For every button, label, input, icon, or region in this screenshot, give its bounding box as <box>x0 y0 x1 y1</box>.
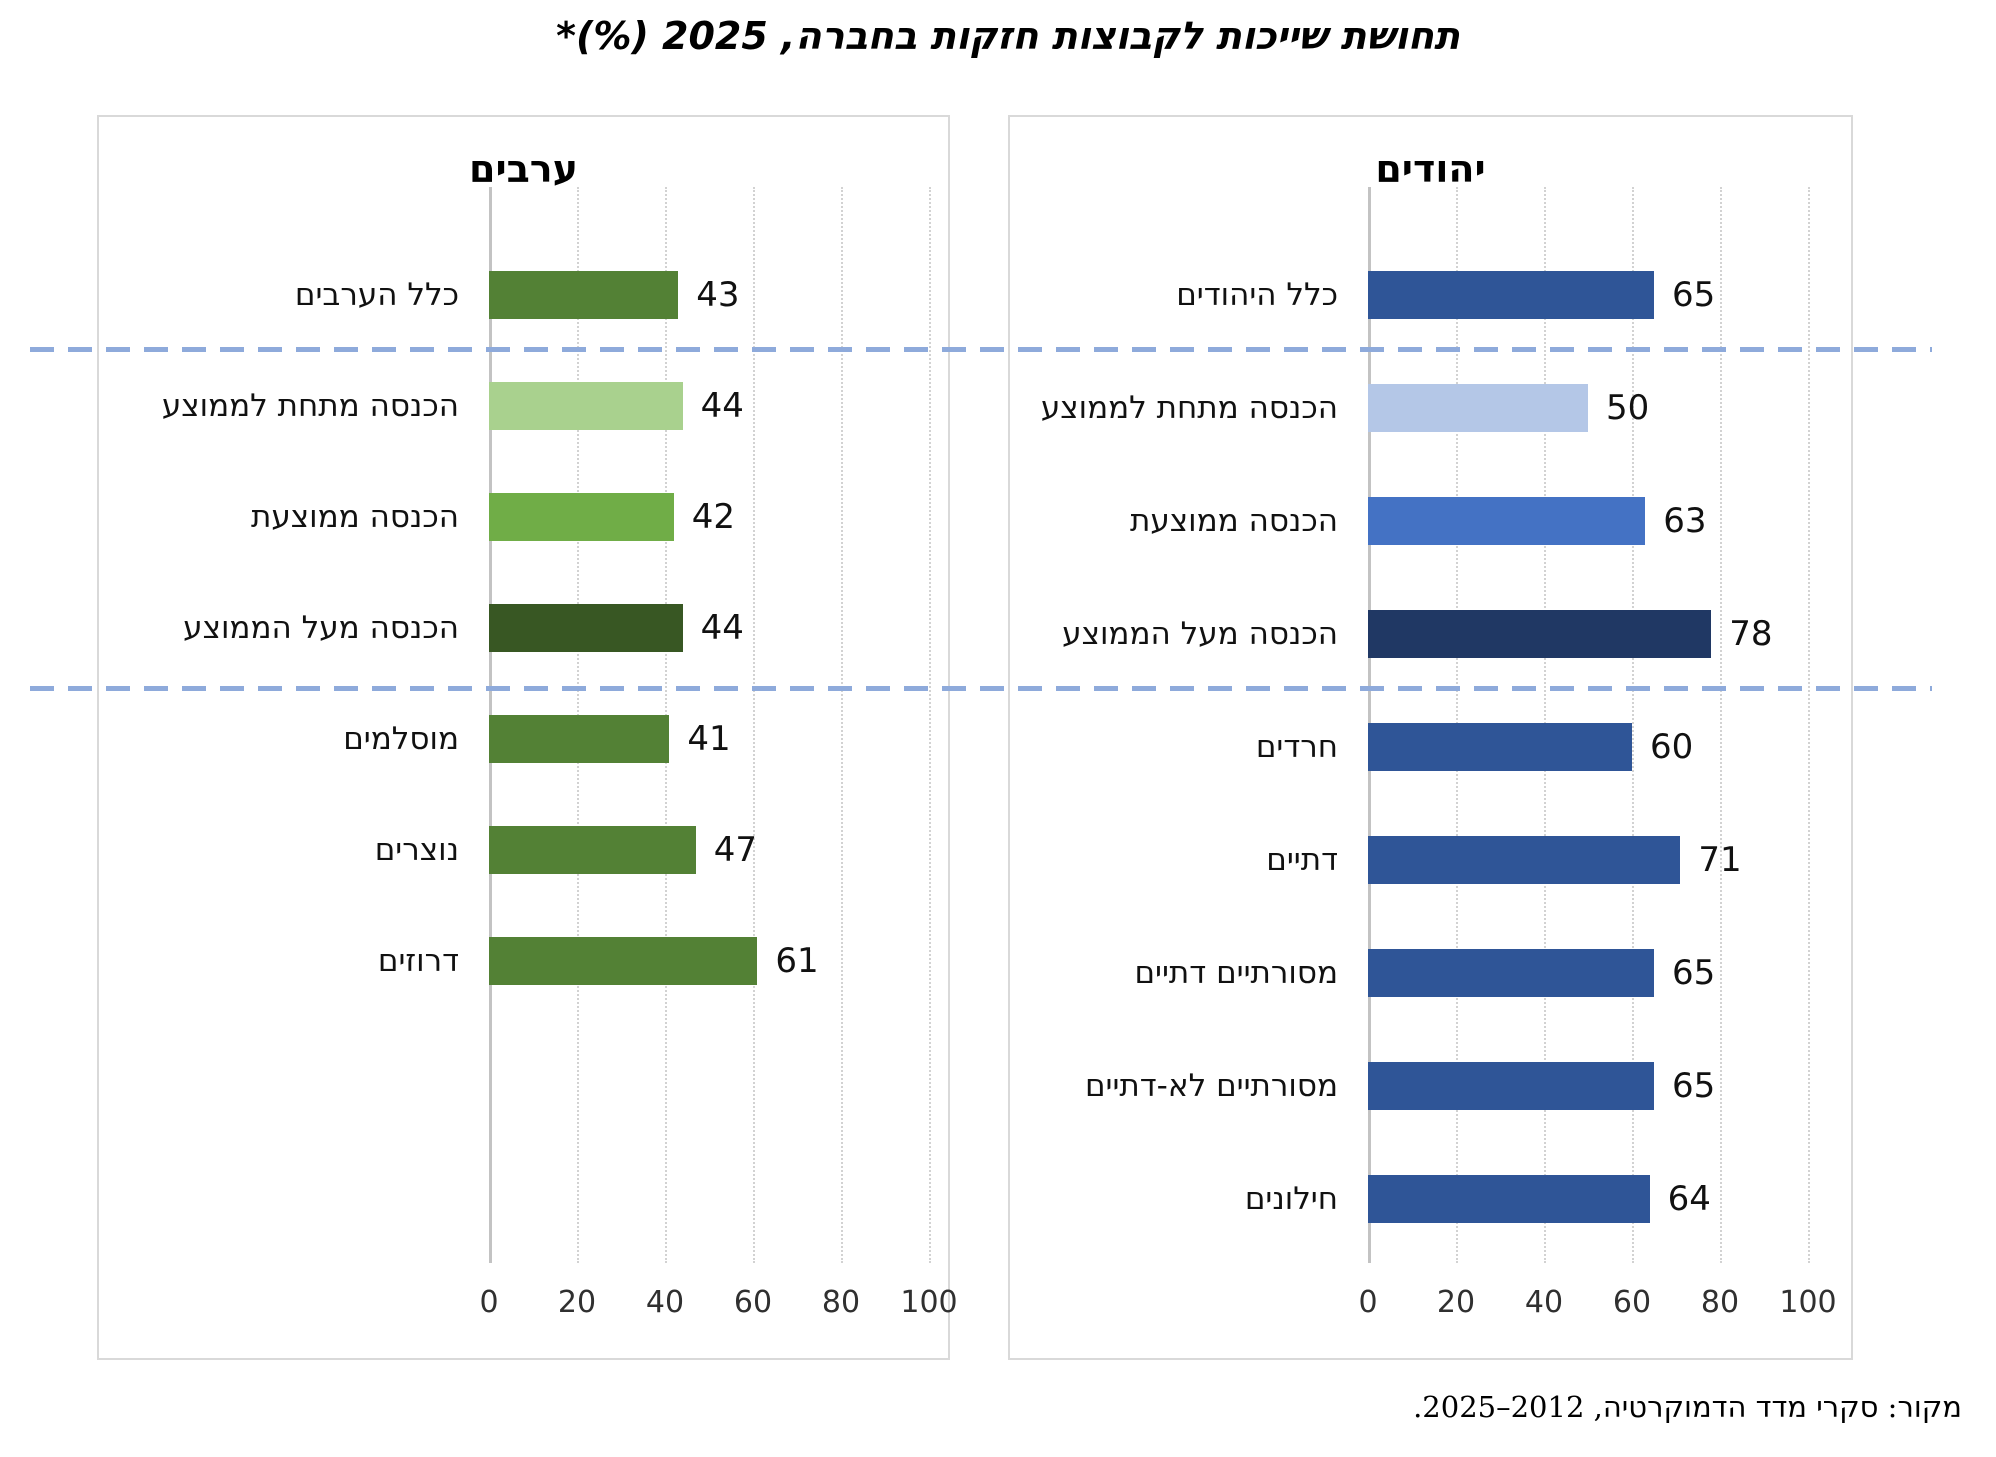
bar-value-label: 41 <box>687 719 731 759</box>
axis-tick-label: 60 <box>733 1285 773 1320</box>
bar-value-label: 78 <box>1729 614 1773 654</box>
category-label: הכנסה מתחת לממוצע <box>1040 390 1338 426</box>
axis-tick-label: 60 <box>1612 1285 1652 1320</box>
gridline <box>1632 187 1634 1263</box>
source-note: מקור: סקרי מדד הדמוקרטיה, 2012–2025. <box>1413 1390 1962 1424</box>
bar <box>489 715 670 763</box>
gridline <box>753 187 755 1263</box>
category-label: נוצרים <box>374 832 459 868</box>
bar-value-label: 65 <box>1672 1066 1716 1106</box>
axis-tick-label: 100 <box>1779 1285 1837 1320</box>
bar-value-label: 65 <box>1672 275 1716 315</box>
bar <box>489 937 758 985</box>
bar <box>489 604 683 652</box>
bar <box>1368 384 1588 432</box>
category-label: מוסלמים <box>343 721 459 757</box>
category-label: כלל הערבים <box>294 277 459 313</box>
axis-tick-label: 0 <box>1358 1285 1378 1320</box>
group-separator-line <box>30 686 1932 691</box>
gridline <box>1808 187 1810 1263</box>
bar <box>1368 949 1654 997</box>
bar <box>1368 497 1646 545</box>
bar-value-label: 64 <box>1667 1179 1711 1219</box>
panel-jews-title: יהודים <box>1375 147 1486 191</box>
category-label: הכנסה מעל הממוצע <box>1062 616 1338 652</box>
axis-tick-label: 20 <box>557 1285 597 1320</box>
category-label: הכנסה ממוצעת <box>1129 503 1338 539</box>
gridline <box>1720 187 1722 1263</box>
bar <box>1368 1062 1654 1110</box>
category-label: מסורתיים דתיים <box>1134 955 1338 991</box>
bar <box>1368 610 1712 658</box>
axis-tick-label: 80 <box>821 1285 861 1320</box>
bar <box>489 493 674 541</box>
bar <box>1368 723 1632 771</box>
bar-value-label: 63 <box>1663 501 1707 541</box>
bar-value-label: 61 <box>775 941 819 981</box>
category-label: דרוזים <box>377 943 459 979</box>
bar <box>489 271 679 319</box>
category-label: דתיים <box>1266 842 1338 878</box>
category-label: הכנסה ממוצעת <box>250 499 459 535</box>
bar-value-label: 47 <box>713 830 758 870</box>
axis-tick-label: 40 <box>1524 1285 1564 1320</box>
category-label: הכנסה מעל הממוצע <box>183 610 459 646</box>
bar-value-label: 44 <box>700 386 744 426</box>
axis-tick-label: 40 <box>645 1285 685 1320</box>
category-label: הכנסה מתחת לממוצע <box>161 388 459 424</box>
bar <box>489 382 683 430</box>
bar <box>1368 1175 1650 1223</box>
bar-value-label: 71 <box>1698 840 1742 880</box>
bar-value-label: 44 <box>700 608 744 648</box>
group-separator-line <box>30 347 1932 352</box>
axis-tick-label: 100 <box>900 1285 958 1320</box>
category-label: חילונים <box>1244 1181 1338 1217</box>
bar-value-label: 42 <box>691 497 736 537</box>
plot-area-jews: 0 20 40 60 80 100 65 50 63 78 60 71 65 65 64 <box>1358 187 1837 1320</box>
bar-value-label: 43 <box>696 275 740 315</box>
bar-value-label: 65 <box>1672 953 1716 993</box>
panel-jews: יהודים 0 20 40 60 80 100 65 50 63 78 60 71 65 65 64 כל… <box>1008 115 1853 1360</box>
panel-arabs-title: ערבים <box>468 147 578 191</box>
panel-arabs: ערבים 0 20 40 60 80 100 43 44 42 44 41 47 61 כלל הער… <box>97 115 958 1360</box>
bar <box>1368 836 1681 884</box>
gridline <box>841 187 843 1263</box>
bar-value-label: 50 <box>1606 388 1650 428</box>
category-label: כלל היהודים <box>1176 277 1338 313</box>
plot-area-arabs: 0 20 40 60 80 100 43 44 42 44 41 47 61 <box>479 187 958 1320</box>
bar-value-label: 60 <box>1650 727 1694 767</box>
axis-tick-label: 80 <box>1700 1285 1740 1320</box>
gridline <box>929 187 931 1263</box>
bar <box>489 826 696 874</box>
bar <box>1368 271 1654 319</box>
category-label: חרדים <box>1255 729 1338 765</box>
category-label: מסורתיים לא-דתיים <box>1084 1068 1338 1104</box>
axis-tick-label: 20 <box>1436 1285 1476 1320</box>
chart-title: תחושת שייכות לקבוצות חזקות בחברה, 2025 (… <box>556 14 1460 58</box>
axis-tick-label: 0 <box>479 1285 499 1320</box>
